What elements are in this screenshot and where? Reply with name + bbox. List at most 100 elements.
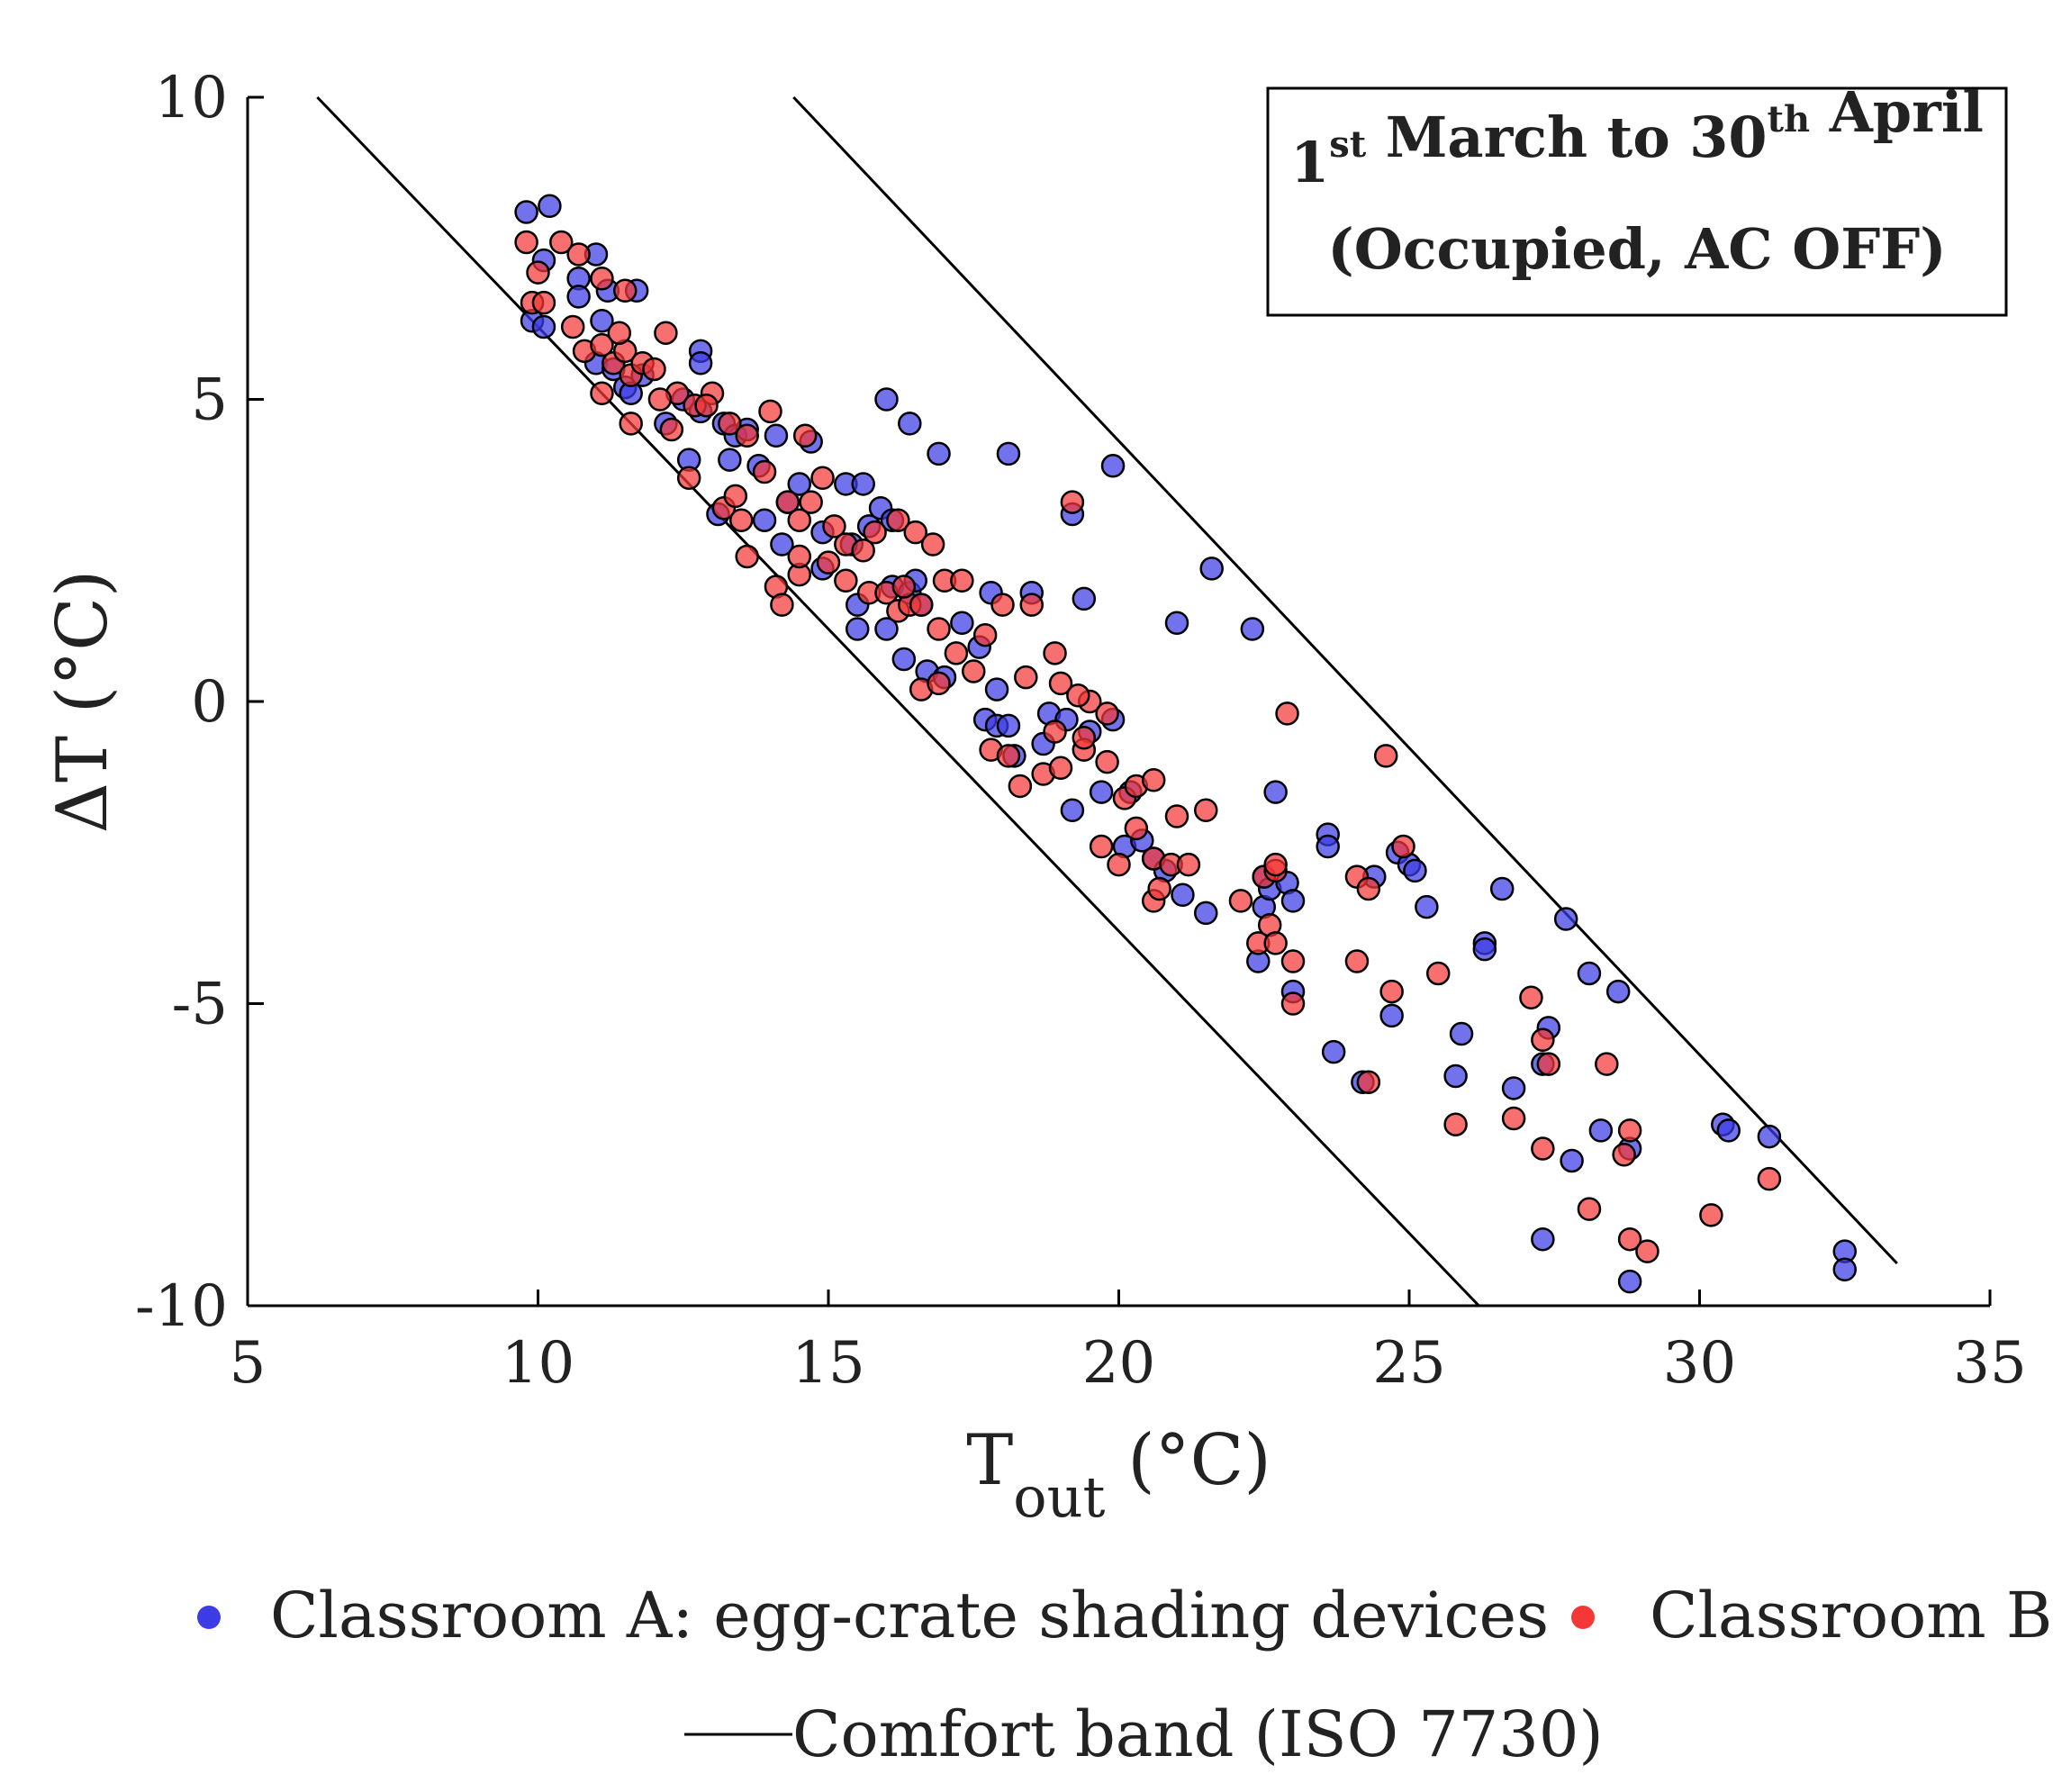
series-b-point [723, 484, 748, 509]
series-b-point [735, 544, 759, 569]
series-a-point [1199, 557, 1224, 581]
x-tick-label: 20 [1082, 1330, 1155, 1397]
series-a-point [996, 441, 1021, 466]
series-a-point [1321, 1039, 1346, 1064]
series-a-point [1100, 454, 1126, 478]
series-b-point [1263, 931, 1288, 955]
series-b-point [810, 466, 835, 490]
series-b-point [1228, 889, 1253, 913]
comfort-band-upper-line [792, 95, 1898, 1265]
series-a-point [927, 441, 951, 466]
series-b-point [526, 260, 550, 285]
series-b-point [799, 490, 823, 514]
series-a-point [1757, 1124, 1782, 1149]
series-a-point [770, 532, 794, 557]
title-text: 1 [1290, 130, 1329, 195]
series-b-point [1019, 593, 1044, 617]
series-b-point [1531, 1027, 1555, 1053]
series-b-point [1617, 1226, 1642, 1252]
series-a-point [787, 472, 811, 496]
series-a-point [1605, 979, 1631, 1004]
series-b-point [944, 641, 969, 665]
series-b-point [1699, 1203, 1723, 1227]
series-a-point [1501, 1076, 1526, 1100]
x-axis-label-main: T [966, 1420, 1013, 1501]
series-b-point [886, 508, 910, 532]
series-b-point [775, 490, 800, 514]
series-b-point [1072, 726, 1097, 750]
series-b-point [816, 550, 841, 575]
series-b-point [950, 568, 974, 593]
series-a-point [590, 309, 614, 333]
series-a-point [1449, 1021, 1474, 1046]
comfort-band-lower-line [316, 95, 1480, 1308]
series-b-point [659, 417, 684, 442]
series-a-point [851, 472, 875, 496]
series-b-point [920, 532, 945, 557]
series-a-point [1472, 937, 1497, 962]
series-b-point [1617, 1118, 1642, 1143]
series-b-point [927, 671, 951, 696]
series-a-point [1617, 1269, 1642, 1294]
series-b-point [613, 278, 638, 303]
series-b-point [1391, 834, 1415, 859]
series-b-point [1014, 665, 1038, 690]
y-axis-label: ΔT (°C) [42, 570, 123, 834]
series-a-point [846, 617, 870, 641]
series-a-point [718, 448, 742, 472]
legend-series-a-marker [197, 1606, 221, 1629]
title-superscript: st [1329, 123, 1367, 166]
series-b-point [1095, 701, 1119, 726]
series-b-point [1263, 852, 1288, 877]
series-b-point [1635, 1239, 1660, 1263]
series-b-point [654, 321, 678, 345]
series-b-point [822, 514, 846, 539]
series-b-point [863, 520, 887, 545]
series-b-point [752, 459, 777, 484]
series-a-point [874, 617, 899, 641]
series-b-point [834, 568, 858, 593]
series-b-point [1280, 949, 1306, 973]
legend-series-a-label: Classroom A: egg-crate shading devices [270, 1579, 1549, 1652]
series-b-point [1275, 701, 1299, 726]
series-a-point [1164, 611, 1189, 636]
series-b-point [549, 230, 574, 255]
series-a-point [891, 647, 917, 672]
series-a-points [514, 194, 1857, 1294]
x-tick-label: 35 [1953, 1330, 2026, 1397]
x-tick-label: 25 [1372, 1330, 1445, 1397]
series-a-point [688, 350, 713, 376]
series-a-point [1240, 617, 1265, 641]
title-box-frame [1266, 86, 2008, 317]
series-a-point [1089, 780, 1114, 804]
series-b-point [1536, 1052, 1561, 1076]
series-a-point [1832, 1257, 1857, 1281]
series-b-point [787, 508, 811, 532]
series-b-point [1501, 1106, 1526, 1131]
series-b-point [1531, 1136, 1555, 1161]
series-b-point [590, 381, 614, 406]
series-b-point [996, 744, 1021, 768]
series-b-point [792, 423, 818, 448]
series-a-point [1443, 1063, 1468, 1089]
x-tick-label: 30 [1663, 1330, 1736, 1397]
series-b-point [1124, 816, 1149, 841]
series-a-point [514, 200, 538, 224]
series-a-point [1060, 798, 1085, 823]
series-b-point [1426, 961, 1451, 986]
series-a-point [1716, 1118, 1741, 1143]
series-b-point [1757, 1166, 1782, 1191]
series-b-point [962, 659, 986, 683]
series-a-point [1588, 1118, 1614, 1143]
series-b-point [676, 466, 701, 490]
chart-title-line: (Occupied, AC OFF) [1327, 216, 1946, 282]
series-a-point [874, 387, 899, 412]
series-b-point [1356, 876, 1381, 901]
series-a-point [1280, 889, 1306, 913]
series-b-point [1048, 671, 1073, 696]
series-b-point [1147, 876, 1171, 901]
series-a-point [1072, 586, 1097, 611]
series-a-point [1489, 876, 1515, 901]
series-b-point [1373, 744, 1398, 768]
